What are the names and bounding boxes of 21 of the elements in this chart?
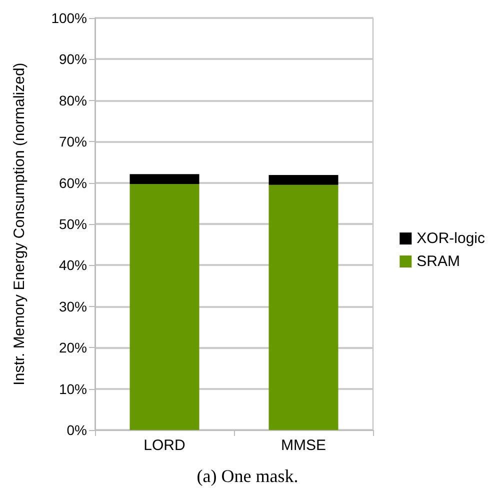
x-tick-label: MMSE — [281, 437, 326, 454]
y-tick-label: 80% — [58, 92, 87, 108]
bar — [268, 174, 338, 185]
y-tick-label: 90% — [58, 51, 87, 68]
y-tick-label: 30% — [58, 298, 87, 314]
legend-label: SRAM — [416, 253, 460, 270]
y-axis-title: Instr. Memory Energy Consumption (normalized) — [11, 62, 28, 386]
bar — [268, 184, 338, 430]
y-tick-label: 60% — [58, 174, 87, 191]
legend-label: XOR-logic — [416, 230, 486, 247]
y-tick-label: 20% — [58, 340, 87, 356]
bar — [130, 184, 200, 430]
y-tick-label: 40% — [58, 257, 87, 274]
y-tick-label: 10% — [58, 380, 87, 397]
y-tick-label: 70% — [58, 134, 87, 150]
y-tick-label: 0% — [66, 422, 87, 438]
text: (a) One mask. — [196, 466, 298, 486]
y-tick-label: 50% — [58, 216, 87, 232]
x-tick-label: LORD — [144, 437, 186, 454]
y-tick-label: 100% — [51, 10, 87, 26]
bar — [130, 174, 200, 184]
